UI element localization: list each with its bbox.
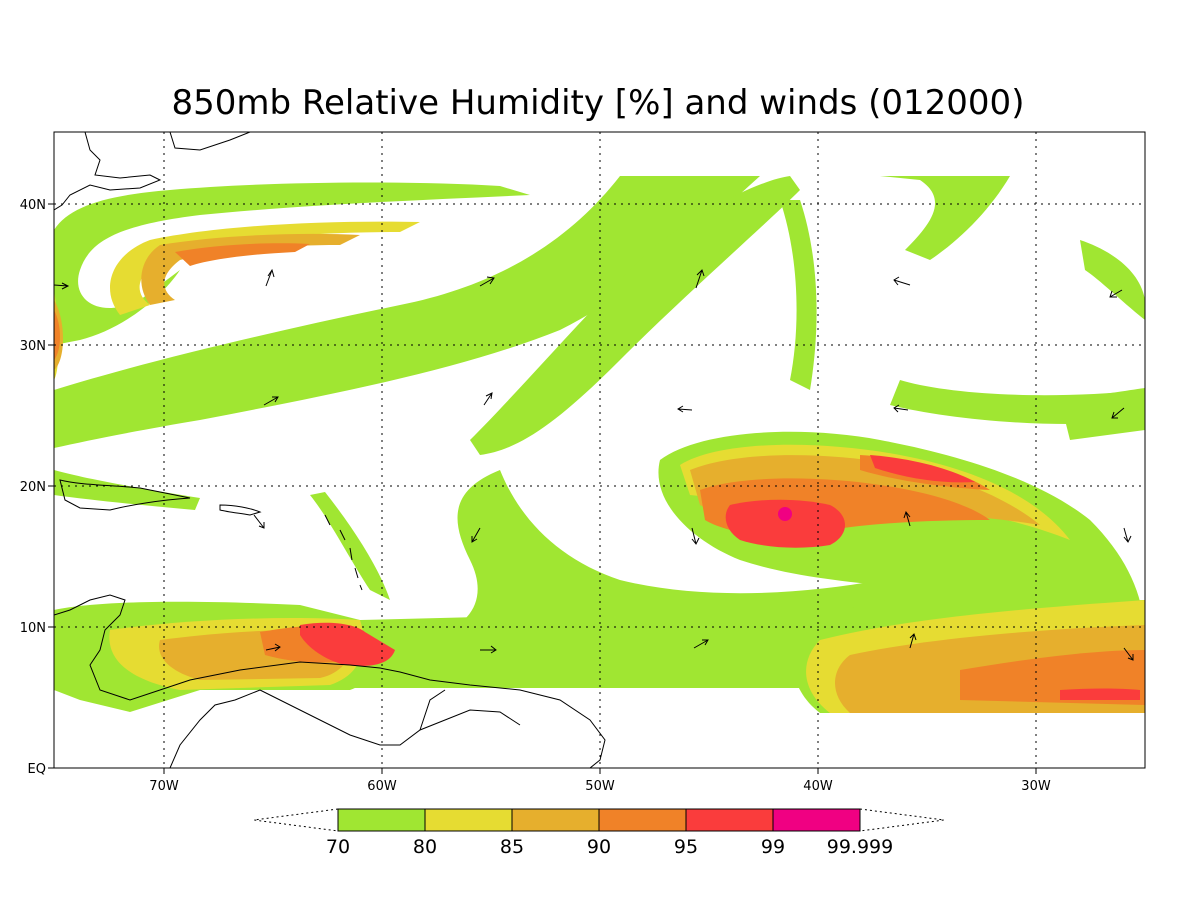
rh-99-region xyxy=(778,507,792,521)
colorbar-level-label: 99 xyxy=(761,836,785,858)
coast-greater-antilles xyxy=(59,479,191,511)
lat-labels: EQ 10N 20N 30N 40N xyxy=(20,198,46,777)
wind-arrow xyxy=(695,269,705,289)
lat-label: 40N xyxy=(20,198,46,213)
wind-arrow xyxy=(483,392,493,406)
rh-band-north-arc xyxy=(54,182,530,345)
coast-maritimes xyxy=(169,132,251,151)
wind-arrow xyxy=(53,282,70,290)
colorbar-swatch xyxy=(685,808,774,832)
rh99-cyclone-eye xyxy=(778,507,792,521)
wind-arrow xyxy=(893,276,911,286)
colorbar-left-extension xyxy=(253,808,339,832)
colorbar-level-label: 80 xyxy=(413,836,437,858)
lat-label: 10N xyxy=(20,621,46,636)
wind-arrow xyxy=(480,645,497,654)
wind-arrow xyxy=(1123,647,1134,661)
rh95-caribbean xyxy=(300,622,395,667)
lon-label: 60W xyxy=(367,779,397,794)
wind-arrow xyxy=(893,404,909,413)
coastlines xyxy=(54,132,606,768)
lon-labels: 70W 60W 50W 40W 30W xyxy=(149,779,1051,794)
humidity-field xyxy=(54,176,1145,713)
wind-arrow xyxy=(1111,407,1125,419)
colorbar-level-label: 85 xyxy=(500,836,524,858)
lon-label: 50W xyxy=(585,779,615,794)
wind-arrow xyxy=(1123,527,1132,543)
rh-band-tilted xyxy=(470,176,800,455)
lon-label: 40W xyxy=(803,779,833,794)
rh-95-region xyxy=(300,455,1140,700)
colorbar-labels: 70 80 85 90 95 99 99.999 xyxy=(326,836,893,858)
wind-arrow xyxy=(253,514,265,529)
wind-arrow xyxy=(265,643,281,652)
colorbar-swatch xyxy=(598,808,687,832)
colorbar-level-label: 95 xyxy=(674,836,698,858)
lon-label: 70W xyxy=(149,779,179,794)
rh90-west-edge xyxy=(54,310,60,360)
wind-arrow xyxy=(479,276,495,287)
border-colombia xyxy=(169,689,261,768)
rh-west-strip xyxy=(54,470,200,510)
colorbar-level-label: 99.999 xyxy=(827,836,893,858)
wind-arrow xyxy=(263,396,279,406)
colorbar-level-label: 70 xyxy=(326,836,350,858)
coast-south-america xyxy=(159,661,606,768)
colorbar-level-label: 90 xyxy=(587,836,611,858)
wind-arrow xyxy=(677,405,693,413)
lat-label: 30N xyxy=(20,339,46,354)
rh-band-midwest xyxy=(54,176,760,448)
wind-arrow xyxy=(693,639,709,649)
border-guyana xyxy=(419,689,446,731)
colorbar-swatch xyxy=(511,808,600,832)
lon-label: 30W xyxy=(1021,779,1051,794)
rh95-southeast xyxy=(1060,688,1140,700)
colorbar-swatch xyxy=(424,808,513,832)
rh-east-arm xyxy=(1080,240,1145,320)
colorbar-swatches xyxy=(337,808,861,832)
lat-label: EQ xyxy=(28,762,46,777)
rh-band-vertical xyxy=(780,200,817,390)
wind-arrow xyxy=(909,633,917,649)
coast-central-america xyxy=(54,594,161,701)
wind-arrow xyxy=(471,527,481,543)
wind-arrow xyxy=(1109,289,1123,298)
colorbar-swatch xyxy=(337,808,426,832)
wind-arrow xyxy=(903,510,911,527)
coast-new-england xyxy=(54,132,162,211)
coast-lesser-antilles xyxy=(324,514,363,591)
grid-lines xyxy=(54,132,1145,768)
colorbar: 70 80 85 90 95 99 99.999 xyxy=(253,808,945,858)
rh95-cyclone-core xyxy=(725,499,845,548)
axis-ticks xyxy=(48,203,1037,774)
lat-label: 20N xyxy=(20,480,46,495)
coast-hispaniola xyxy=(219,504,262,516)
rh90-north-arc xyxy=(175,243,310,266)
border-venezuela xyxy=(259,689,521,746)
colorbar-right-extension xyxy=(859,808,945,832)
rh-east-lower xyxy=(1060,388,1145,440)
colorbar-swatch xyxy=(772,808,861,832)
rh-band-east-upper xyxy=(880,176,1010,260)
map-title: 850mb Relative Humidity [%] and winds (0… xyxy=(172,83,1025,123)
wind-arrow xyxy=(265,268,275,287)
rh-antilles xyxy=(310,492,390,600)
wind-arrow xyxy=(691,527,700,545)
wind-vectors xyxy=(53,268,1134,661)
rh95-cyclone-north xyxy=(870,455,975,483)
